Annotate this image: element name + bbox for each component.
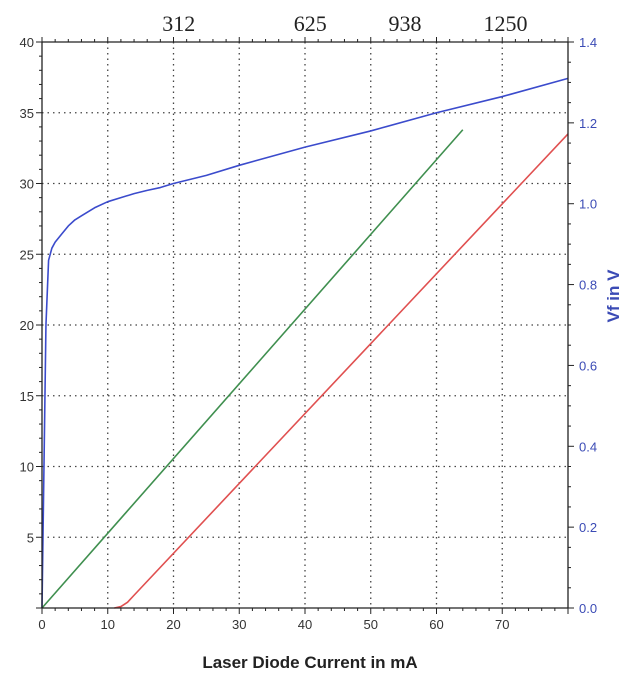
y-tick-label: 20 [20,318,34,333]
y2-tick-label: 0.8 [579,278,597,293]
series-line [41,77,569,609]
y2-tick-label: 0.6 [579,358,597,373]
series-line [114,133,569,609]
top-tick-label: 312 [162,11,195,36]
y2-tick-label: 1.0 [579,197,597,212]
y2-tick-label: 0.2 [579,520,597,535]
y2-axis-title: Vf in V [604,269,623,323]
series-line [41,129,464,609]
y2-tick-label: 1.4 [579,35,597,50]
tick-labels: 5 10 15 20 25 30 35 40 0 10 20 30 40 50 60 70 0.0 0.2 0.4 0… [20,11,598,632]
tick-marks [36,37,574,614]
x-tick-label: 20 [166,617,180,632]
y-tick-label: 10 [20,460,34,475]
y2-tick-label: 0.0 [579,601,597,616]
x-tick-label: 70 [495,617,509,632]
y-tick-label: 25 [20,247,34,262]
x-tick-label: 40 [298,617,312,632]
x-tick-label: 30 [232,617,246,632]
series-group [41,77,569,609]
y2-tick-label: 0.4 [579,439,597,454]
y-tick-label: 35 [20,106,34,121]
y-tick-label: 5 [27,530,34,545]
y-tick-label: 40 [20,35,34,50]
top-tick-label: 1250 [484,11,528,36]
y-tick-label: 15 [20,389,34,404]
grid [42,42,568,608]
x-tick-label: 50 [364,617,378,632]
x-tick-label: 10 [101,617,115,632]
top-tick-label: 625 [294,11,327,36]
plot-area-background [42,42,568,608]
y-tick-label: 30 [20,177,34,192]
top-tick-label: 938 [388,11,421,36]
x-tick-label: 0 [38,617,45,632]
y2-tick-label: 1.2 [579,116,597,131]
x-axis-title: Laser Diode Current in mA [202,653,417,672]
x-tick-label: 60 [429,617,443,632]
